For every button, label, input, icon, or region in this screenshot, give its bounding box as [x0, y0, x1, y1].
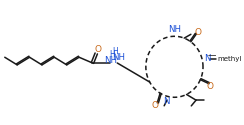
Text: NH: NH: [168, 25, 181, 34]
Text: O: O: [195, 28, 202, 37]
Text: H: H: [112, 47, 118, 56]
Text: NH: NH: [104, 56, 117, 65]
Text: N: N: [204, 54, 211, 63]
Text: O: O: [206, 82, 214, 91]
Text: N: N: [163, 97, 169, 106]
Text: H: H: [110, 50, 115, 59]
Text: NH: NH: [112, 53, 125, 62]
Text: O: O: [95, 45, 102, 54]
Text: O: O: [152, 101, 159, 110]
Text: —: —: [208, 51, 219, 60]
Text: methyl: methyl: [217, 56, 242, 62]
